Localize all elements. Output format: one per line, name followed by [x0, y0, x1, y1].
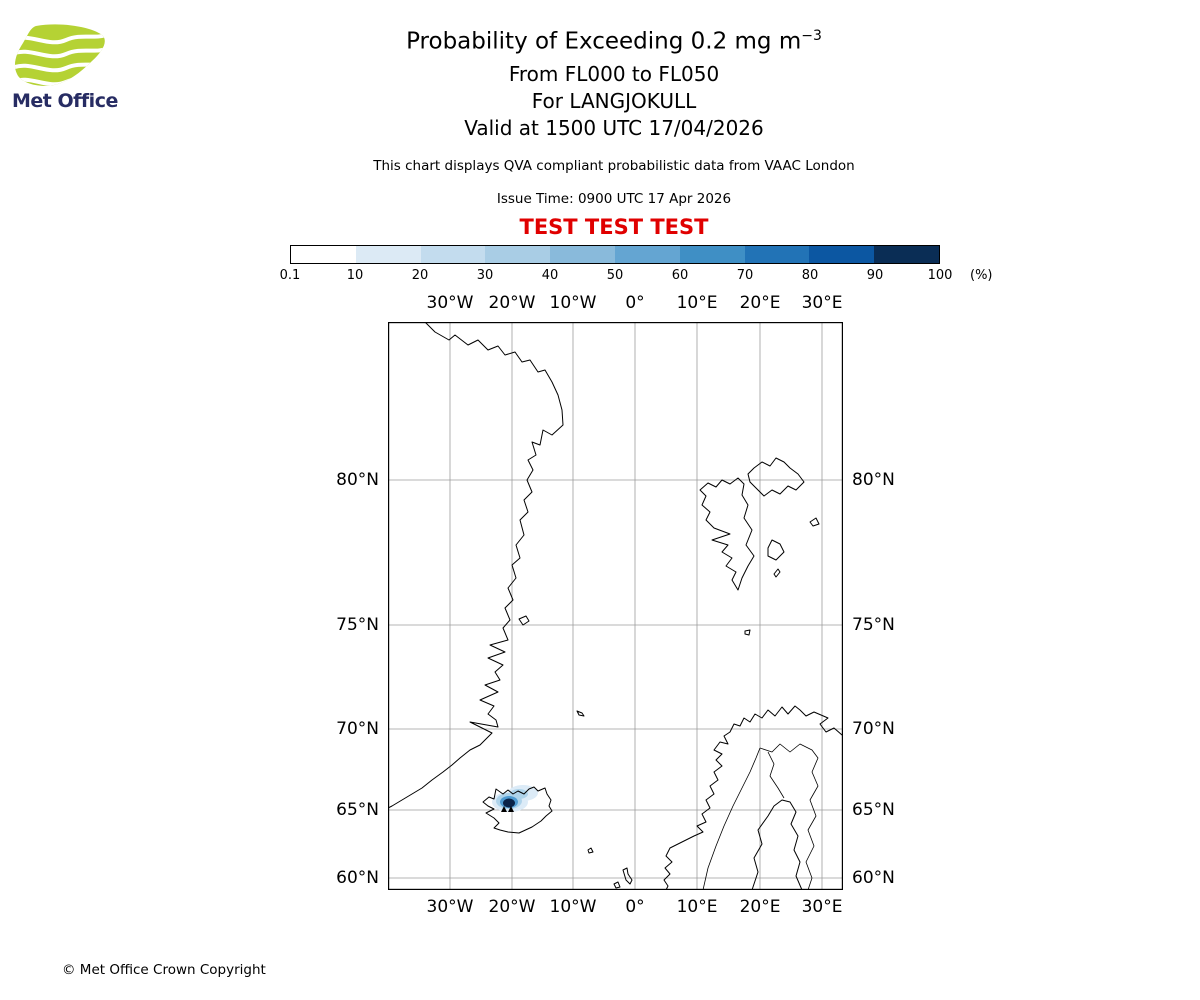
probability-colorbar	[290, 245, 940, 264]
lat-label-left: 75°N	[336, 615, 379, 635]
chart-title: Probability of Exceeding 0.2 mg m−3	[14, 28, 1200, 55]
chart-description: This chart displays QVA compliant probab…	[373, 158, 855, 174]
colorbar-segment	[485, 246, 551, 263]
colorbar-segment	[420, 246, 486, 263]
lon-label-bottom: 10°E	[676, 897, 718, 917]
island-nordaustlandet	[747, 457, 805, 497]
lon-label-top: 10°E	[676, 293, 718, 313]
lon-label-bottom: 20°E	[739, 897, 781, 917]
chart-title-exponent: −3	[801, 28, 822, 44]
coastlines	[387, 321, 843, 891]
colorbar-tick-label: 20	[411, 268, 429, 283]
lon-label-top: 20°W	[488, 293, 536, 313]
island-faroe	[587, 847, 594, 854]
flight-level-range: From FL000 to FL050	[508, 62, 720, 86]
colorbar-tick-label: 60	[671, 268, 689, 283]
island-jan-mayen	[576, 710, 585, 717]
lat-label-right: 70°N	[852, 719, 895, 739]
colorbar-tick-label: 90	[866, 268, 884, 283]
colorbar-tick-label: 50	[606, 268, 624, 283]
colorbar-tick-label: 10	[346, 268, 364, 283]
lon-label-top: 30°E	[801, 293, 843, 313]
colorbar-segment	[744, 246, 810, 263]
colorbar-segment	[614, 246, 680, 263]
lat-label-left: 80°N	[336, 470, 379, 490]
lon-label-top: 10°W	[549, 293, 597, 313]
lon-label-bottom: 30°W	[426, 897, 474, 917]
valid-time: Valid at 1500 UTC 17/04/2026	[464, 116, 764, 140]
lat-label-left: 60°N	[336, 868, 379, 888]
chart-title-text: Probability of Exceeding 0.2 mg m	[406, 28, 802, 55]
coastline-norway	[663, 705, 843, 891]
country-borders	[702, 743, 819, 891]
map-panel	[387, 321, 843, 891]
colorbar-segment	[809, 246, 875, 263]
colorbar-tick-label: 30	[476, 268, 494, 283]
colorbar-segment	[874, 246, 939, 263]
island-spitsbergen	[699, 477, 755, 591]
map-canvas	[387, 321, 843, 891]
colorbar-segment	[550, 246, 615, 263]
colorbar-segment	[679, 246, 745, 263]
colorbar-segment	[355, 246, 421, 263]
issue-time: Issue Time: 0900 UTC 17 Apr 2026	[496, 191, 732, 207]
volcano-marker-icon	[501, 806, 514, 812]
coastline-greenland	[387, 321, 564, 809]
colorbar-segment	[291, 246, 356, 263]
lon-label-bottom: 30°E	[801, 897, 843, 917]
copyright-notice: © Met Office Crown Copyright	[62, 962, 266, 978]
colorbar-tick-label: 100	[927, 268, 953, 283]
met-office-logo-text: Met Office	[12, 90, 118, 112]
island-bear-island	[744, 629, 751, 636]
lat-label-left: 70°N	[336, 719, 379, 739]
colorbar-tick-labels: 0.1 10 20 30 40 50 60 70 80 90 100	[280, 268, 953, 286]
map-gridlines	[388, 322, 843, 890]
test-banner: TEST TEST TEST	[519, 215, 709, 239]
island-iceland	[482, 786, 553, 834]
island-orkney	[613, 881, 621, 889]
met-office-logo-icon	[14, 24, 105, 86]
lon-label-top: 30°W	[426, 293, 474, 313]
lat-label-right: 75°N	[852, 615, 895, 635]
colorbar-unit-label: (%)	[970, 268, 993, 283]
plume-contour-high	[503, 798, 515, 808]
colorbar-tick-label: 70	[736, 268, 754, 283]
lat-label-right: 80°N	[852, 470, 895, 490]
map-border	[388, 322, 843, 890]
lon-label-bottom: 10°W	[549, 897, 597, 917]
island-shannon	[518, 615, 530, 626]
lon-label-bottom: 20°W	[488, 897, 536, 917]
island-hopen	[773, 568, 781, 578]
lon-label-top: 20°E	[739, 293, 781, 313]
lon-label-top: 0°	[625, 293, 645, 313]
colorbar-tick-label: 40	[541, 268, 559, 283]
volcano-name: For LANGJOKULL	[531, 89, 697, 113]
island-kvitoya	[809, 517, 820, 527]
coastline-gulf-of-bothnia	[751, 799, 803, 891]
lat-label-right: 60°N	[852, 868, 895, 888]
lat-label-right: 65°N	[852, 800, 895, 820]
island-edgeoya	[767, 539, 785, 561]
colorbar-tick-label: 80	[801, 268, 819, 283]
lon-label-bottom: 0°	[625, 897, 645, 917]
island-shetland	[622, 867, 633, 885]
colorbar-tick-label: 0.1	[279, 268, 301, 283]
lat-label-left: 65°N	[336, 800, 379, 820]
